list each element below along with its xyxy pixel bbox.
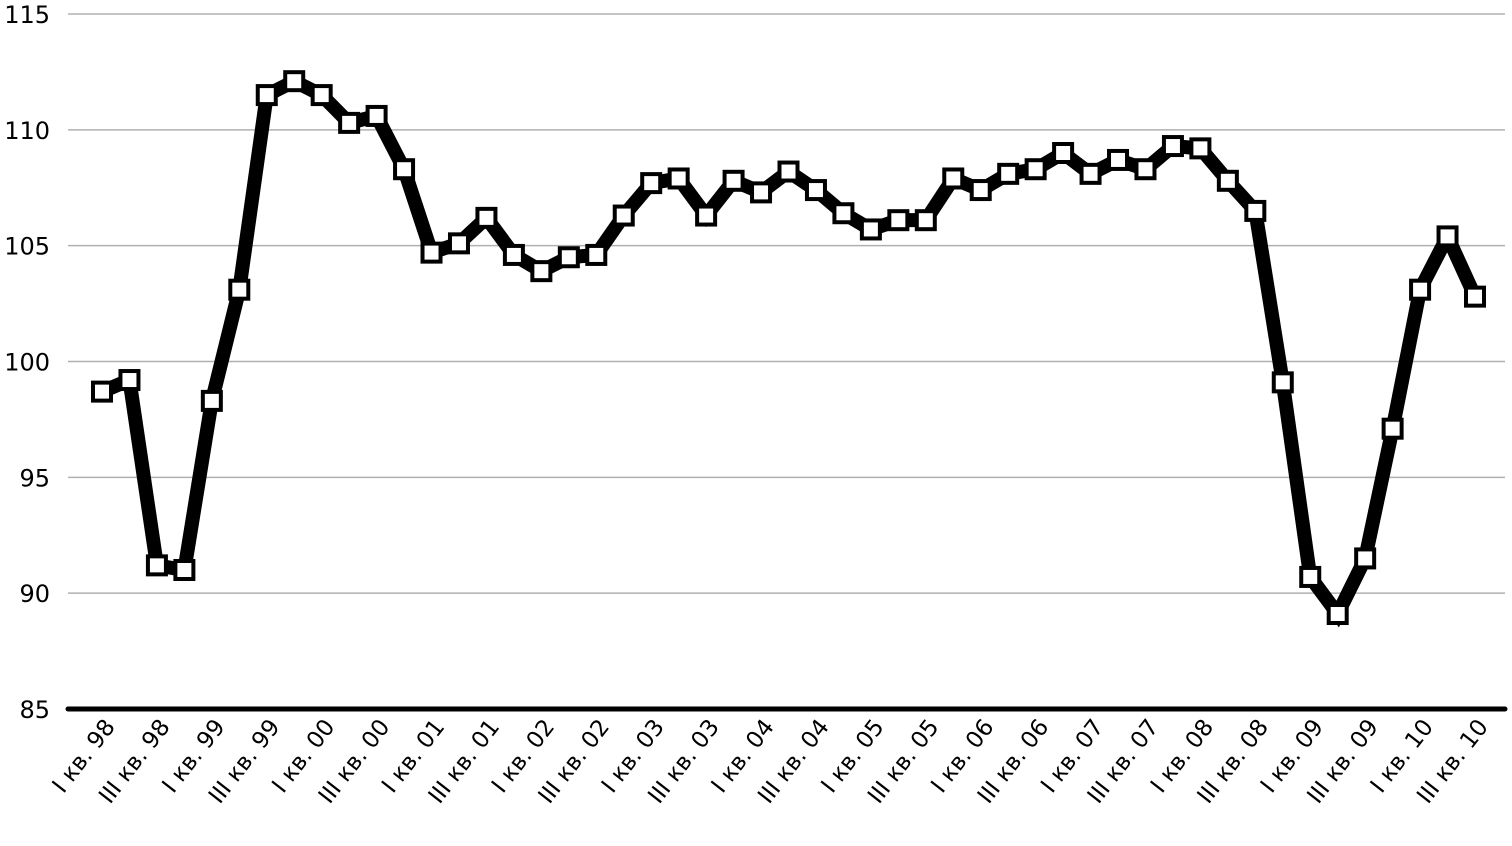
data-point-marker bbox=[228, 278, 251, 301]
data-point-marker bbox=[1216, 169, 1239, 192]
data-point-marker bbox=[118, 369, 141, 392]
data-point-marker bbox=[640, 172, 663, 195]
data-point-marker bbox=[695, 204, 718, 227]
data-point-marker bbox=[1052, 142, 1075, 164]
data-point-marker bbox=[887, 209, 910, 232]
data-point-marker bbox=[859, 218, 882, 241]
gridlines bbox=[65, 13, 1508, 712]
data-point-marker bbox=[777, 160, 800, 183]
data-point-marker bbox=[612, 204, 635, 227]
y-tick-label: 85 bbox=[19, 696, 50, 724]
data-point-marker bbox=[1107, 148, 1130, 171]
data-point-marker bbox=[283, 70, 306, 93]
y-tick-label: 100 bbox=[4, 349, 50, 377]
data-point-marker bbox=[942, 167, 965, 190]
data-point-marker bbox=[1436, 225, 1459, 248]
data-point-marker bbox=[1299, 565, 1322, 588]
data-point-marker bbox=[557, 246, 580, 269]
data-point-marker bbox=[393, 158, 416, 181]
data-point-marker bbox=[1161, 135, 1184, 158]
data-point-marker bbox=[804, 179, 827, 202]
data-point-marker bbox=[1354, 547, 1377, 570]
y-tick-label: 90 bbox=[19, 580, 50, 608]
y-tick-label: 110 bbox=[4, 117, 50, 145]
data-point-marker bbox=[1464, 285, 1486, 308]
data-point-marker bbox=[722, 169, 745, 192]
data-point-marker bbox=[997, 162, 1020, 185]
y-tick-label: 95 bbox=[19, 464, 50, 492]
data-point-marker bbox=[145, 554, 168, 577]
data-point-marker bbox=[420, 241, 443, 264]
data-point-marker bbox=[667, 167, 690, 190]
data-point-marker bbox=[1189, 137, 1212, 160]
data-point-marker bbox=[91, 380, 113, 403]
data-point-marker bbox=[365, 104, 388, 127]
data-point-marker bbox=[530, 260, 553, 283]
data-point-marker bbox=[338, 111, 361, 134]
data-point-marker bbox=[585, 243, 608, 266]
series-line bbox=[91, 70, 1486, 628]
data-point-marker bbox=[310, 84, 333, 107]
data-point-marker bbox=[1244, 199, 1267, 222]
data-point-marker bbox=[255, 84, 278, 107]
y-tick-label: 115 bbox=[4, 1, 50, 29]
data-point-marker bbox=[750, 181, 773, 204]
data-point-marker bbox=[1271, 371, 1294, 394]
data-point-marker bbox=[173, 559, 196, 581]
y-tick-label: 105 bbox=[4, 233, 50, 261]
data-point-marker bbox=[1134, 158, 1157, 181]
data-point-marker bbox=[1079, 162, 1102, 185]
data-point-marker bbox=[200, 389, 223, 412]
data-point-marker bbox=[1381, 417, 1404, 440]
data-point-marker bbox=[914, 209, 937, 232]
data-point-marker bbox=[969, 179, 992, 202]
data-point-marker bbox=[475, 206, 498, 229]
data-point-marker bbox=[1326, 603, 1349, 626]
data-point-marker bbox=[447, 232, 470, 255]
data-point-marker bbox=[502, 243, 525, 266]
data-point-marker bbox=[832, 202, 855, 225]
data-point-marker bbox=[1024, 158, 1047, 181]
y-axis-ticks: 85 90 95 100 105 110 115 bbox=[4, 1, 50, 724]
data-point-marker bbox=[1409, 278, 1432, 301]
